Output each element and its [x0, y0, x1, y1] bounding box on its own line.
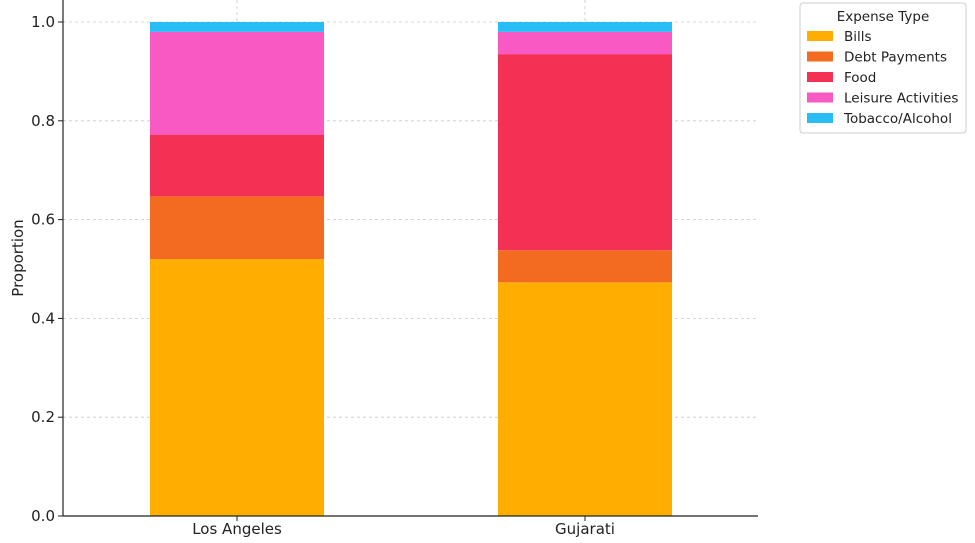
x-tick-label: Los Angeles: [192, 520, 282, 538]
bar-segment: [498, 22, 672, 32]
y-axis-label: Proportion: [9, 219, 27, 296]
bar-segment: [150, 22, 324, 32]
legend-swatch: [807, 31, 833, 41]
legend-label: Tobacco/Alcohol: [843, 111, 952, 127]
y-tick-label: 0.6: [31, 211, 55, 229]
y-tick-label: 0.8: [31, 112, 55, 130]
legend-label: Food: [844, 70, 876, 86]
x-tick-label: Gujarati: [555, 520, 615, 538]
y-tick-label: 0.4: [31, 309, 55, 327]
bar-segment: [498, 250, 672, 283]
bar-segment: [150, 31, 324, 135]
x-ticks: Los Angeles Gujarati: [192, 516, 615, 538]
legend-frame: [799, 2, 967, 134]
bar-segment: [498, 31, 672, 55]
legend-label: Debt Payments: [844, 50, 947, 66]
axes-layer: [62, 0, 758, 517]
y-ticks: 0.0 0.2 0.4 0.6 0.8 1.0: [31, 13, 63, 525]
legend-label: Bills: [844, 29, 872, 45]
bar-segment: [498, 54, 672, 251]
y-tick-label: 0.0: [31, 507, 55, 525]
legend-title: Expense Type: [837, 9, 930, 25]
y-tick-label: 1.0: [31, 13, 55, 31]
bar-segment: [150, 259, 324, 516]
legend-swatch: [807, 113, 833, 123]
legend-label: Leisure Activities: [844, 91, 958, 107]
y-tick-label: 0.2: [31, 408, 55, 426]
bar-segment: [150, 196, 324, 260]
legend-swatch: [807, 51, 833, 62]
legend-swatch: [807, 92, 833, 103]
legend: Expense Type Bills Debt Payments Food Leisu…: [799, 2, 967, 134]
legend-items: Bills Debt Payments Food Leisure Activities…: [807, 29, 958, 127]
bar-segment: [150, 134, 324, 197]
legend-swatch: [807, 72, 833, 82]
bars-layer: [150, 22, 672, 516]
bar-segment: [498, 282, 672, 516]
